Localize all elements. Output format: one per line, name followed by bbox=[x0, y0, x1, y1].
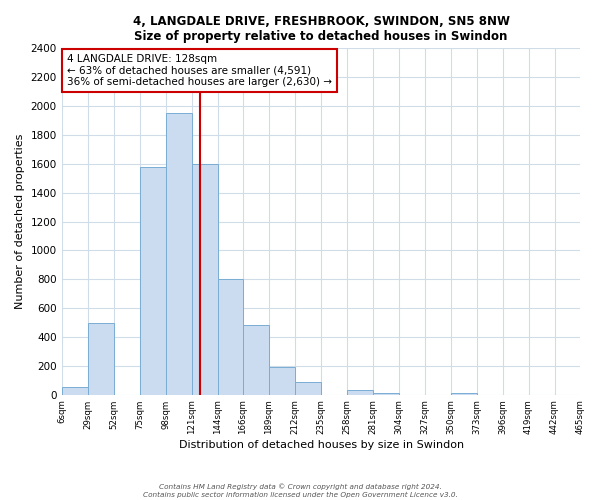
Bar bbox=[191, 164, 218, 394]
Bar bbox=[347, 390, 373, 394]
Bar bbox=[242, 326, 269, 394]
Y-axis label: Number of detached properties: Number of detached properties bbox=[15, 134, 25, 309]
Bar bbox=[269, 368, 295, 394]
Title: 4, LANGDALE DRIVE, FRESHBROOK, SWINDON, SN5 8NW
Size of property relative to det: 4, LANGDALE DRIVE, FRESHBROOK, SWINDON, … bbox=[133, 15, 509, 43]
Bar bbox=[166, 114, 191, 394]
Text: Contains HM Land Registry data © Crown copyright and database right 2024.
Contai: Contains HM Land Registry data © Crown c… bbox=[143, 484, 457, 498]
Bar bbox=[88, 322, 113, 394]
Text: 4 LANGDALE DRIVE: 128sqm
← 63% of detached houses are smaller (4,591)
36% of sem: 4 LANGDALE DRIVE: 128sqm ← 63% of detach… bbox=[67, 54, 332, 87]
Bar bbox=[218, 279, 242, 394]
Bar bbox=[295, 382, 320, 394]
Bar bbox=[373, 392, 398, 394]
X-axis label: Distribution of detached houses by size in Swindon: Distribution of detached houses by size … bbox=[179, 440, 464, 450]
Bar bbox=[140, 166, 166, 394]
Bar bbox=[62, 388, 88, 394]
